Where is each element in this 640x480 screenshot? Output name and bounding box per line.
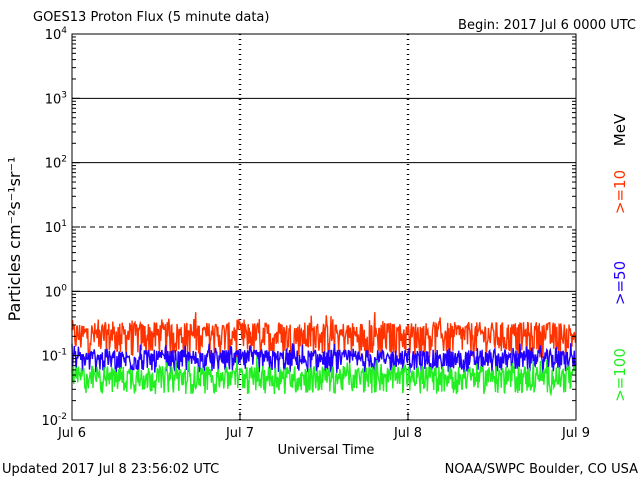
series-line-0 [71,312,577,359]
legend-entry-0: >=10 [611,170,629,214]
y-tick-label-5: 103 [45,90,67,107]
legend-unit-label: MeV [611,113,629,146]
y-tick-label-0: 10-2 [41,412,67,429]
chart-title: GOES13 Proton Flux (5 minute data) [33,10,269,25]
y-tick-label-6: 104 [45,26,68,43]
y-tick-label-3: 101 [45,219,67,236]
y-tick-label-4: 102 [45,155,67,172]
credit-text: NOAA/SWPC Boulder, CO USA [445,462,638,477]
x-tick-label-3: Jul 9 [561,426,590,441]
y-axis-label: Particles cm⁻²s⁻¹sr⁻¹ [5,157,24,322]
begin-time: Begin: 2017 Jul 6 0000 UTC [458,18,636,33]
legend-entry-1: >=50 [611,261,629,305]
plot-area: 10-2 10-1 100 101 102 103 104 Jul 6 Jul 7 Jul 8 Ju… [41,26,590,441]
x-tick-label-1: Jul 7 [225,426,254,441]
legend-entry-2: >=100 [611,348,629,402]
series-line-2 [71,356,577,397]
updated-timestamp: Updated 2017 Jul 8 23:56:02 UTC [2,462,219,477]
x-tick-label-0: Jul 6 [57,426,86,441]
legend: MeV >=10 >=50 >=100 [611,113,629,402]
x-tick-label-2: Jul 8 [393,426,422,441]
x-axis-label: Universal Time [278,443,375,458]
y-tick-label-1: 10-1 [41,348,67,365]
y-tick-label-2: 100 [45,283,68,300]
